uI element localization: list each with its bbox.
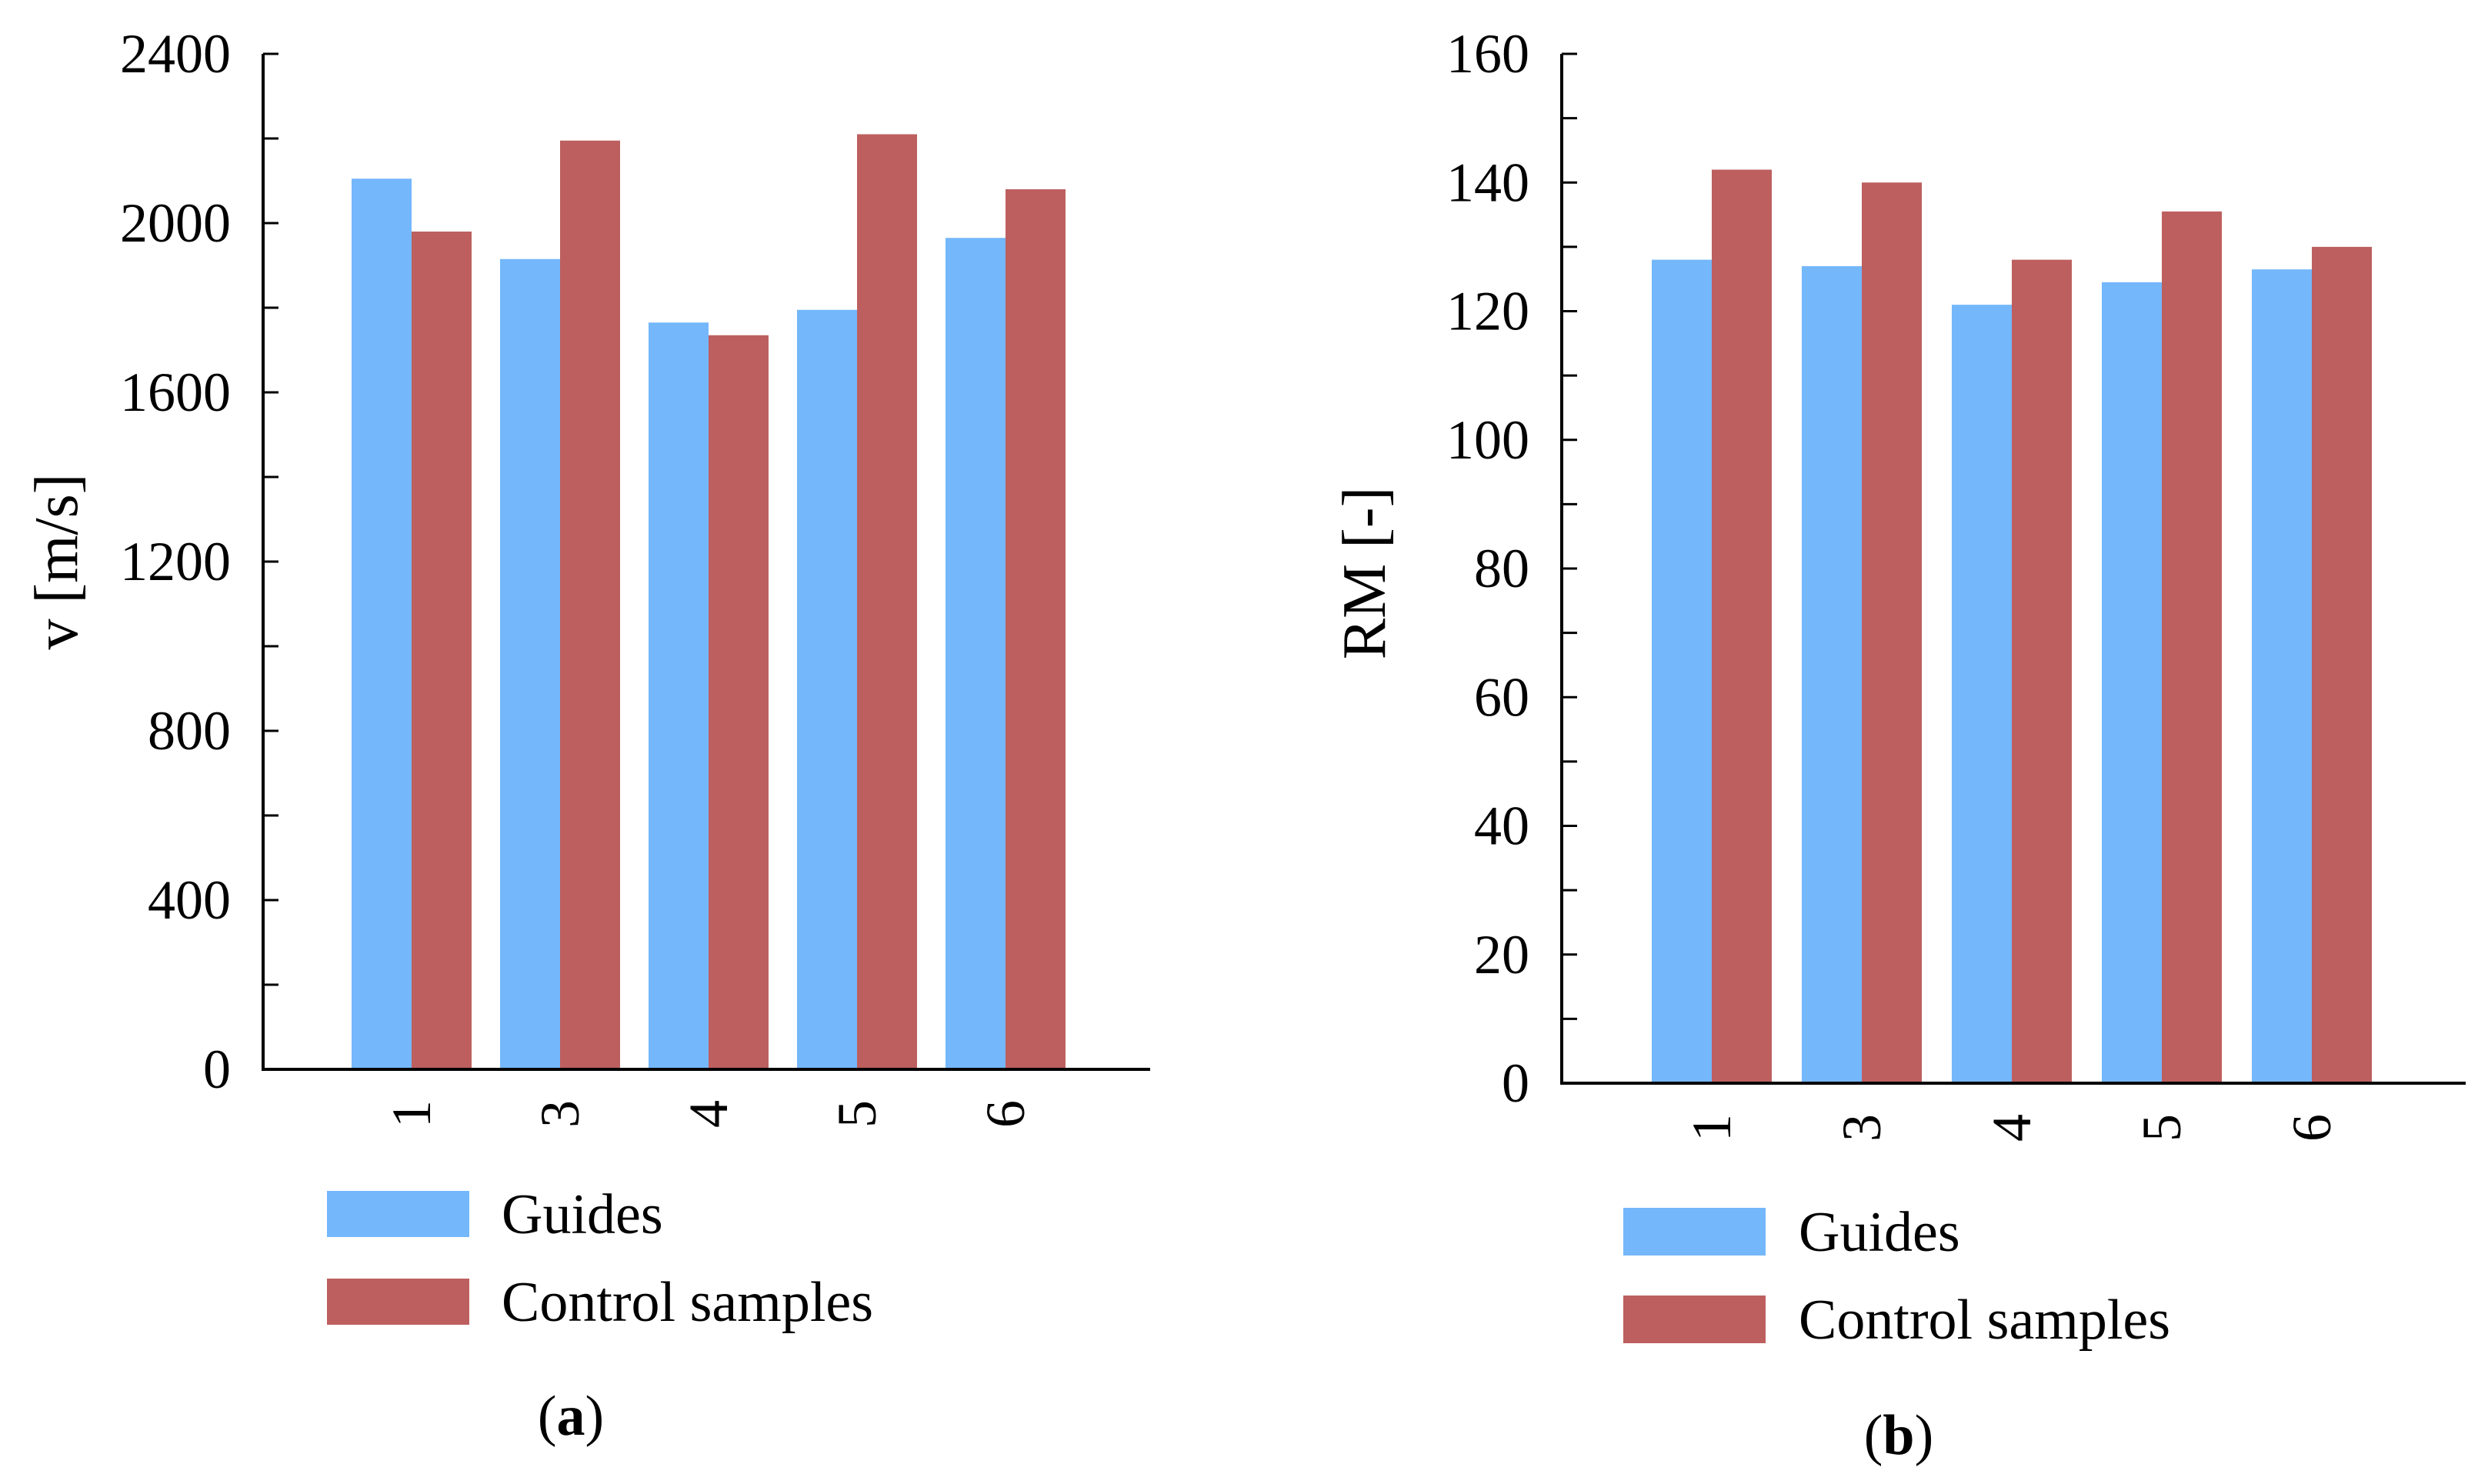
x-tick-label-b: 3 <box>1831 1114 1893 1142</box>
legend-label-control-samples: Control samples <box>1799 1289 2170 1352</box>
x-tick-label-b: 4 <box>1981 1114 2043 1142</box>
bar-b-guides-3 <box>1802 265 1862 1083</box>
y-axis-title-b: RM [-] <box>1331 487 1399 659</box>
legend-label-guides: Guides <box>1799 1201 1960 1264</box>
legend-a: Guides Control samples <box>327 1183 873 1334</box>
y-tick-label-b: 20 <box>1474 924 1529 985</box>
chart-panel-b: 0 20 40 60 80 100 120 140 160 1 3 4 5 6 RM [-] Guide… <box>1331 23 2466 1467</box>
bar-a-control-1 <box>412 232 472 1069</box>
bar-a-guides-4 <box>649 322 709 1069</box>
bar-b-guides-6 <box>2252 269 2312 1083</box>
y-tick-label-a: 2000 <box>120 192 231 254</box>
bar-a-guides-3 <box>500 258 560 1069</box>
bar-b-guides-5 <box>2102 282 2162 1083</box>
bar-b-control-3 <box>1862 182 1922 1083</box>
y-axis-title-a: v [m/s] <box>23 474 91 650</box>
bar-b-control-6 <box>2312 246 2372 1083</box>
bar-a-control-3 <box>560 140 620 1069</box>
x-tick-label-a: 5 <box>826 1100 888 1128</box>
legend-swatch-control-samples <box>1623 1296 1766 1343</box>
bar-a-guides-1 <box>352 178 412 1069</box>
bar-a-control-4 <box>709 335 769 1069</box>
y-tick-label-a: 2400 <box>120 23 231 85</box>
y-tick-label-b: 0 <box>1502 1052 1529 1114</box>
y-tick-label-a: 400 <box>148 869 231 931</box>
bar-b-control-5 <box>2162 211 2222 1084</box>
x-tick-label-a: 1 <box>381 1100 442 1128</box>
x-tick-label-b: 5 <box>2131 1114 2193 1142</box>
y-tick-label-b: 120 <box>1446 281 1529 342</box>
y-tick-label-b: 160 <box>1446 23 1529 85</box>
y-tick-label-a: 0 <box>203 1039 231 1100</box>
y-tick-label-a: 1600 <box>120 362 231 423</box>
legend-b: Guides Control samples <box>1623 1201 2170 1352</box>
x-tick-label-a: 3 <box>529 1100 591 1128</box>
legend-label-guides: Guides <box>502 1183 663 1246</box>
bar-a-control-6 <box>1006 189 1066 1069</box>
x-tick-label-b: 6 <box>2281 1114 2343 1142</box>
y-tick-label-b: 40 <box>1474 795 1529 857</box>
y-tick-label-b: 80 <box>1474 538 1529 599</box>
bar-a-control-5 <box>857 134 917 1069</box>
y-tick-label-b: 100 <box>1446 409 1529 471</box>
y-tick-label-b: 60 <box>1474 666 1529 728</box>
y-tick-label-a: 800 <box>148 700 231 762</box>
y-tick-label-a: 1200 <box>120 531 231 592</box>
x-tick-label-a: 4 <box>678 1100 739 1128</box>
bar-b-guides-4 <box>1952 305 2012 1083</box>
legend-swatch-guides <box>327 1191 469 1237</box>
chart-panel-a: 0 400 800 1200 1600 2000 2400 1 3 4 5 6 v [m/s] Gu… <box>23 23 1150 1448</box>
legend-label-control-samples: Control samples <box>502 1271 873 1334</box>
panel-label-a: (a) <box>538 1385 604 1448</box>
bar-a-guides-6 <box>946 238 1006 1069</box>
bar-a-guides-5 <box>797 309 857 1069</box>
x-tick-label-a: 6 <box>975 1100 1036 1128</box>
panel-label-b: (b) <box>1864 1404 1933 1467</box>
legend-swatch-guides <box>1623 1208 1766 1256</box>
legend-swatch-control-samples <box>327 1279 469 1325</box>
bar-b-control-1 <box>1712 169 1772 1083</box>
bar-b-control-4 <box>2012 259 2072 1084</box>
bar-b-guides-1 <box>1652 259 1712 1084</box>
x-tick-label-b: 1 <box>1681 1114 1743 1142</box>
y-tick-label-b: 140 <box>1446 152 1529 213</box>
